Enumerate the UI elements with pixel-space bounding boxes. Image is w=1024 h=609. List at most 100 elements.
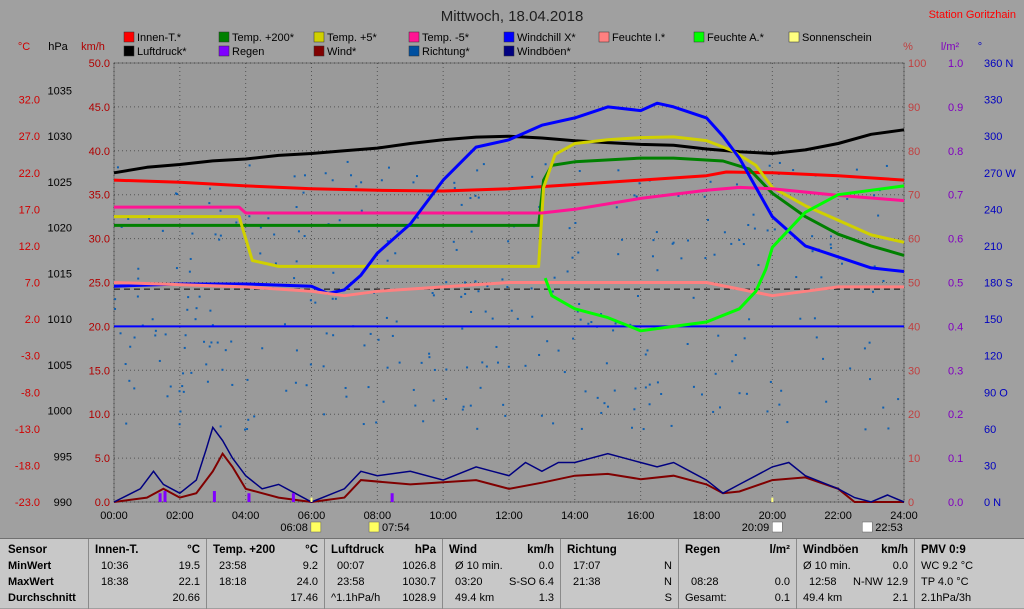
direction-point	[386, 259, 389, 262]
direction-point	[723, 231, 726, 234]
direction-point	[811, 235, 814, 238]
tick-celsius: 22.0	[19, 168, 40, 180]
direction-point	[603, 402, 606, 405]
direction-point	[464, 281, 467, 284]
direction-point	[507, 365, 510, 368]
col-regen: Regen l/m² 08:28 0.0 Gesamt: 0.1	[678, 539, 796, 609]
tick-degrees: 0 N	[984, 497, 1001, 509]
innen-max: 22.1	[178, 576, 200, 588]
direction-point	[246, 428, 249, 431]
direction-point	[154, 334, 157, 337]
direction-point	[210, 341, 213, 344]
legend-swatch	[503, 45, 515, 57]
direction-point	[195, 307, 198, 310]
tick-percent: 50	[908, 278, 920, 290]
direction-point	[120, 225, 123, 228]
direction-point	[462, 405, 465, 408]
series-temp-200	[114, 156, 905, 257]
legend-swatch	[408, 45, 420, 57]
rain-bar	[158, 493, 162, 502]
row-label-avg: Durchschnitt	[8, 592, 76, 604]
tick-hpa: 1010	[48, 314, 72, 326]
direction-point	[738, 238, 741, 241]
direction-point	[700, 393, 703, 396]
axis-label-kmh: km/h	[81, 41, 105, 53]
direction-point	[605, 362, 608, 365]
direction-point	[873, 194, 876, 197]
direction-point	[552, 422, 555, 425]
direction-point	[231, 383, 234, 386]
tick-x: 22:00	[824, 510, 852, 522]
tick-degrees: 210	[984, 241, 1002, 253]
col-windboeen-title: Windböen	[803, 544, 859, 556]
tick-degrees: 150	[984, 314, 1002, 326]
direction-point	[395, 320, 398, 323]
tick-x: 12:00	[495, 510, 523, 522]
direction-point	[412, 388, 415, 391]
statistics-table: Sensor MinWert MaxWert Durchschnitt Inne…	[0, 538, 1024, 609]
direction-point	[820, 276, 823, 279]
direction-point	[182, 390, 185, 393]
col-temp200-unit: °C	[305, 544, 318, 556]
direction-point	[184, 334, 187, 337]
series-temp-5	[114, 185, 905, 215]
direction-point	[849, 367, 852, 370]
series-luftdruck	[113, 128, 905, 175]
direction-point	[169, 385, 172, 388]
richtung-row2-time: 21:38	[573, 576, 601, 588]
tick-hpa: 1035	[48, 85, 72, 97]
direction-point	[176, 193, 179, 196]
station-name: Station Goritzhain	[929, 9, 1016, 21]
direction-point	[466, 366, 469, 369]
direction-point	[116, 166, 119, 169]
temp200-avg: 17.46	[290, 592, 318, 604]
weather-chart: Mittwoch, 18.04.2018 Station Goritzhain …	[15, 8, 1016, 534]
direction-point	[672, 241, 675, 244]
direction-point	[303, 174, 306, 177]
chart-title: Mittwoch, 18.04.2018	[441, 8, 584, 25]
direction-point	[345, 395, 348, 398]
col-luftdruck-title: Luftdruck	[331, 544, 385, 556]
sunshine-bar	[310, 497, 313, 502]
sun-event-time: 22:53	[875, 522, 903, 534]
direction-point	[219, 425, 222, 428]
col-innen-title: Innen-T.	[95, 544, 139, 556]
legend-label: Richtung*	[422, 46, 470, 58]
tick-x: 24:00	[890, 510, 918, 522]
direction-point	[660, 392, 663, 395]
legend-label: Innen-T.*	[137, 32, 182, 44]
direction-point	[187, 296, 190, 299]
direction-point	[428, 356, 431, 359]
direction-point	[553, 276, 556, 279]
tick-celsius: 7.0	[25, 278, 40, 290]
direction-point	[164, 333, 167, 336]
tick-kmh: 50.0	[89, 58, 110, 70]
direction-point	[114, 298, 117, 301]
direction-point	[590, 321, 593, 324]
direction-point	[183, 346, 186, 349]
pmv-pressure-trend: 2.1hPa/3h	[921, 592, 972, 604]
direction-point	[734, 353, 737, 356]
direction-point	[504, 414, 507, 417]
direction-point	[416, 175, 419, 178]
rain-bar	[212, 491, 216, 502]
direction-point	[841, 262, 844, 265]
direction-point	[897, 398, 900, 401]
windboeen-row3-value: 2.1	[892, 592, 908, 604]
tick-x: 14:00	[561, 510, 589, 522]
direction-point	[877, 214, 880, 217]
direction-point	[445, 281, 448, 284]
tick-lm2: 0.2	[948, 409, 963, 421]
direction-point	[186, 308, 189, 311]
tick-celsius: -13.0	[15, 424, 40, 436]
direction-point	[648, 403, 651, 406]
direction-point	[386, 240, 389, 243]
direction-point	[235, 221, 238, 224]
direction-point	[332, 271, 335, 274]
direction-point	[882, 279, 885, 282]
tick-x: 16:00	[627, 510, 655, 522]
direction-point	[477, 196, 480, 199]
windboeen-row1-value: 0.0	[892, 560, 908, 572]
direction-point	[151, 318, 154, 321]
direction-point	[432, 294, 435, 297]
